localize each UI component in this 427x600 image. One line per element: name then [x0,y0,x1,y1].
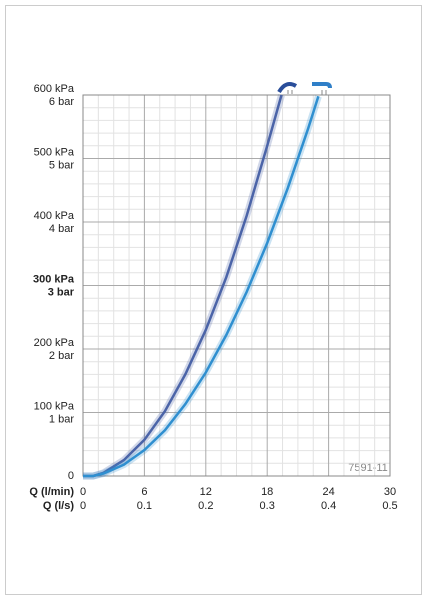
y-tick-label: 500 kPa [34,146,75,158]
y-tick-label: 200 kPa [34,337,75,349]
y2-tick-label: 3 bar [48,286,75,298]
y2-tick-label: 2 bar [49,350,74,362]
y-tick-label: 300 kPa [33,273,75,285]
y-tick-label: 400 kPa [34,210,75,222]
x2-tick-label: 0.5 [382,500,397,512]
x-axis-label: Q (l/min) [29,486,74,498]
plot-frame [82,94,391,477]
x-tick-label: 18 [261,486,273,498]
series-line [83,95,320,478]
x-tick-label: 0 [80,486,86,498]
y2-tick-label: 6 bar [49,96,74,108]
x-tick-label: 24 [322,486,334,498]
annotation: 7591-11 [348,462,388,474]
y-tick-label: 0 [68,470,74,482]
x-tick-label: 30 [384,486,396,498]
x2-tick-label: 0.4 [321,500,336,512]
y2-tick-label: 1 bar [49,413,74,425]
shower-icon [277,82,298,94]
x2-axis-label: Q (l/s) [43,500,75,512]
y2-tick-label: 5 bar [49,159,74,171]
x2-tick-label: 0 [80,500,86,512]
x2-tick-label: 0.2 [198,500,213,512]
x2-tick-label: 0.1 [137,500,152,512]
x2-tick-label: 0.3 [260,500,275,512]
y-tick-label: 100 kPa [34,400,75,412]
series-line-halo [83,95,322,480]
y2-tick-label: 4 bar [49,223,74,235]
x-tick-label: 12 [200,486,212,498]
x-tick-label: 6 [141,486,147,498]
y-tick-label: 600 kPa [34,83,75,95]
page-frame [5,5,422,595]
tap-icon [312,82,332,95]
